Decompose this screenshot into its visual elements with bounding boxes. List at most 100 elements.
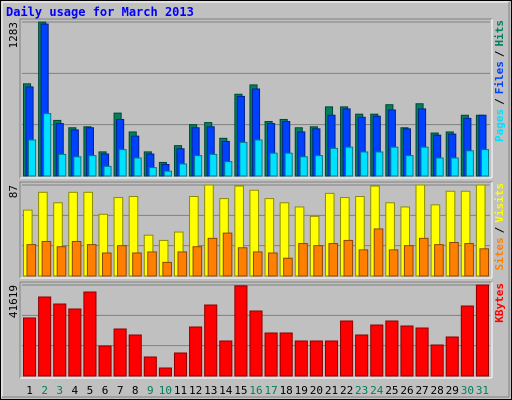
x-tick-label: 21 xyxy=(325,384,338,397)
bar xyxy=(143,356,157,377)
x-tick-label: 27 xyxy=(415,384,428,397)
bar xyxy=(434,244,444,277)
bar xyxy=(113,328,127,377)
bar xyxy=(314,155,323,177)
bar xyxy=(178,163,188,177)
legend: KBytes xyxy=(493,283,506,323)
bar xyxy=(373,228,384,277)
x-tick-label: 24 xyxy=(370,384,384,397)
bar xyxy=(73,156,82,177)
bar xyxy=(252,251,263,277)
bar xyxy=(309,340,323,377)
legend-entry: Hits xyxy=(493,20,506,47)
bar xyxy=(449,242,459,277)
bar xyxy=(299,156,308,177)
bar xyxy=(83,291,97,377)
bar xyxy=(118,149,127,177)
bar xyxy=(475,284,490,377)
x-tick-label: 30 xyxy=(461,384,474,397)
bar xyxy=(284,152,293,177)
bar xyxy=(239,141,248,177)
bar xyxy=(88,155,97,177)
x-tick-label: 28 xyxy=(431,384,444,397)
bar xyxy=(23,317,37,377)
bar xyxy=(358,249,369,277)
x-tick-label: 7 xyxy=(117,384,124,397)
bar xyxy=(158,367,172,377)
bar xyxy=(68,308,82,377)
bar xyxy=(222,232,233,277)
legend-entry: KBytes xyxy=(493,283,506,323)
bar xyxy=(420,146,429,177)
bar xyxy=(204,304,218,377)
bar xyxy=(390,146,399,177)
legend: Sites / Visits xyxy=(493,183,506,271)
bar xyxy=(464,243,474,277)
legend-separator: / xyxy=(493,98,506,105)
bar xyxy=(147,251,157,277)
bar xyxy=(313,245,323,277)
x-tick-label: 16 xyxy=(249,384,262,397)
x-tick-label: 11 xyxy=(174,384,187,397)
bar xyxy=(237,247,248,277)
bar xyxy=(86,244,97,277)
bar xyxy=(385,320,399,377)
bar xyxy=(133,157,142,177)
bar xyxy=(324,340,339,377)
bar xyxy=(177,251,188,277)
x-tick-label: 12 xyxy=(189,384,202,397)
legend: Pages / Files / Hits xyxy=(493,20,506,142)
x-tick-label: 29 xyxy=(446,384,459,397)
bar xyxy=(345,146,354,177)
bar xyxy=(117,245,127,277)
bar xyxy=(162,261,172,277)
y-tick-label: 1283 xyxy=(7,22,20,49)
bar xyxy=(254,139,263,177)
bar xyxy=(28,139,37,177)
bar xyxy=(132,252,142,277)
bar xyxy=(264,332,278,377)
bar xyxy=(71,240,82,277)
bar xyxy=(189,326,203,377)
legend-separator: / xyxy=(493,226,506,233)
bar xyxy=(207,237,218,277)
x-tick-label: 26 xyxy=(400,384,413,397)
bar xyxy=(219,340,233,377)
bar xyxy=(450,157,459,177)
y-tick-label: 87 xyxy=(7,185,20,198)
bar xyxy=(209,153,218,177)
bar xyxy=(370,324,384,377)
chart-title: Daily usage for March 2013 xyxy=(6,5,194,19)
x-tick-label: 14 xyxy=(219,384,233,397)
bar xyxy=(403,245,414,277)
bar xyxy=(419,237,429,277)
x-tick-label: 2 xyxy=(41,384,48,397)
x-tick-label: 31 xyxy=(476,384,489,397)
bar xyxy=(234,285,248,377)
bar xyxy=(98,345,112,377)
x-tick-label: 1 xyxy=(26,384,33,397)
bar xyxy=(328,243,339,277)
bar xyxy=(163,170,172,177)
x-tick-label: 23 xyxy=(355,384,368,397)
bar xyxy=(375,151,384,177)
bar xyxy=(128,334,142,377)
bar xyxy=(294,340,308,377)
bar xyxy=(329,147,339,177)
bar xyxy=(415,327,429,377)
bar xyxy=(53,303,67,377)
bar xyxy=(343,239,354,277)
bar xyxy=(298,243,308,277)
legend-entry: Files xyxy=(493,61,506,94)
bar xyxy=(58,153,67,177)
x-tick-label: 6 xyxy=(102,384,109,397)
bar xyxy=(173,352,188,377)
x-tick-label: 17 xyxy=(264,384,277,397)
x-tick-label: 20 xyxy=(310,384,323,397)
legend-separator: / xyxy=(493,50,506,57)
legend-entry: Pages xyxy=(493,109,506,142)
legend-entry: Visits xyxy=(493,183,506,223)
bar xyxy=(435,157,444,177)
bar xyxy=(269,152,278,177)
